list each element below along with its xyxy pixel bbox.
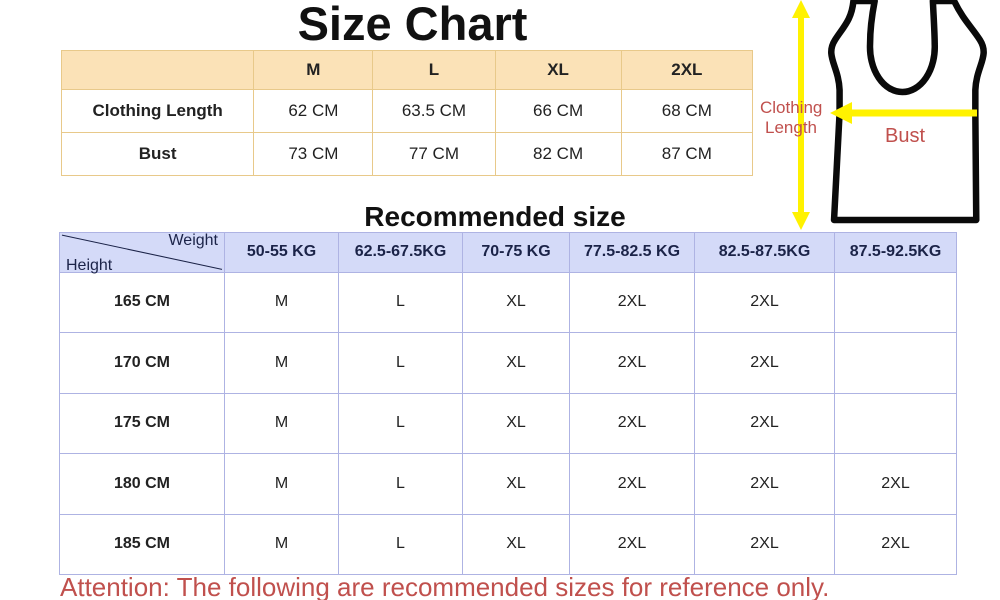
svg-text:Bust: Bust <box>885 125 925 147</box>
